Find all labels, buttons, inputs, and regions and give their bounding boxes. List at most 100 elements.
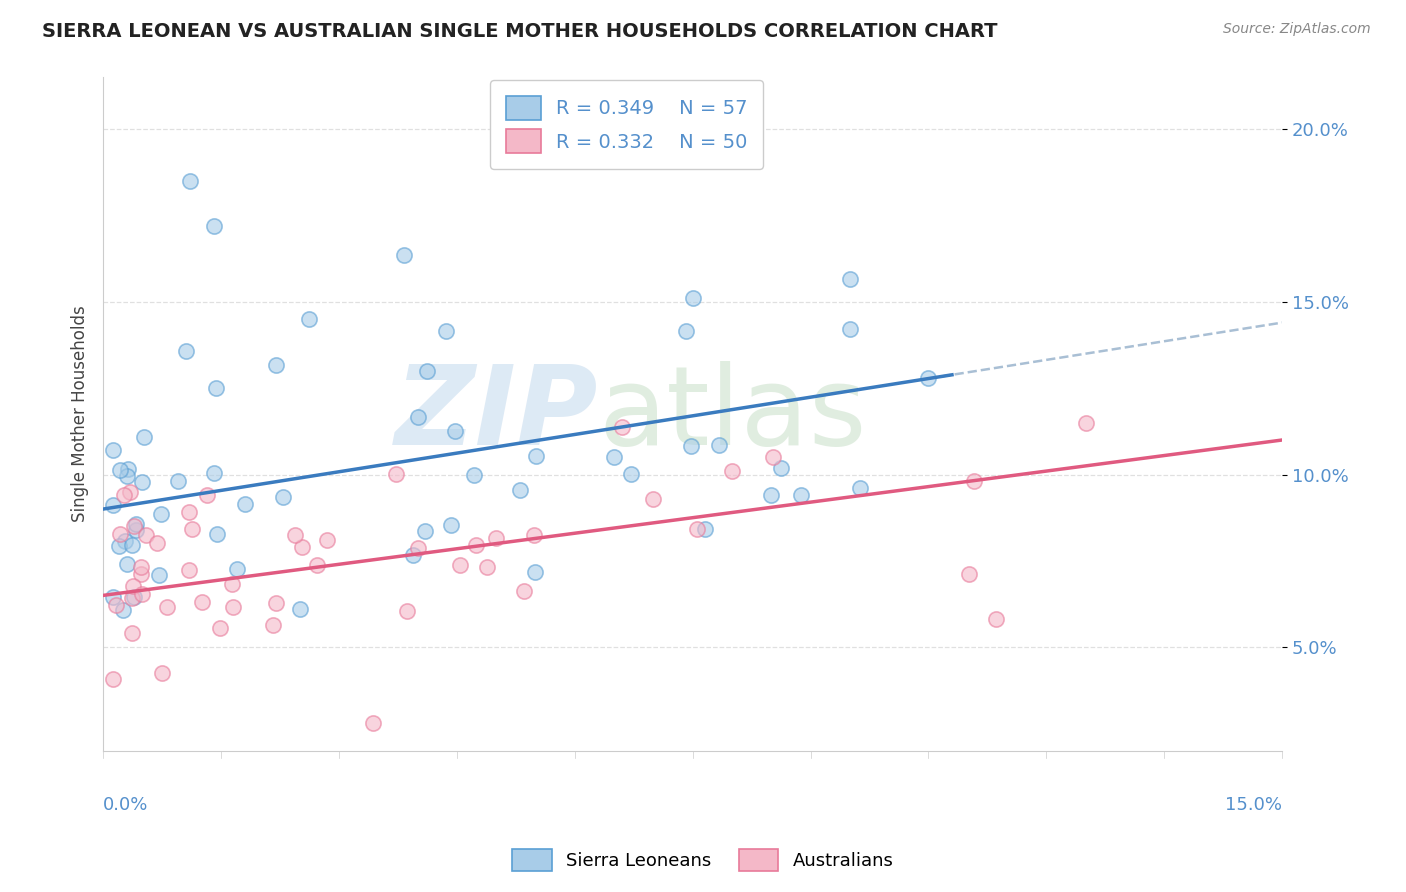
Point [150,665,173,680]
Point [413,524,436,538]
Point [288,602,311,616]
Legend: R = 0.349    N = 57, R = 0.332    N = 50: R = 0.349 N = 57, R = 0.332 N = 50 [491,80,763,169]
Y-axis label: Single Mother Households: Single Mother Households [72,306,89,523]
Point [263,617,285,632]
Point [122,590,145,604]
Point [957,567,980,582]
Point [693,522,716,536]
Text: Source: ZipAtlas.com: Source: ZipAtlas.com [1223,22,1371,37]
Point [181,522,204,536]
Point [131,587,153,601]
Point [101,672,124,686]
Point [761,488,783,502]
Point [406,409,429,424]
Point [361,716,384,731]
Point [291,540,314,554]
Point [392,248,415,262]
Point [111,603,134,617]
Point [721,464,744,478]
Text: 0.0%: 0.0% [103,796,149,814]
Point [195,488,218,502]
Point [155,600,177,615]
Point [148,567,170,582]
Point [440,518,463,533]
Point [770,461,793,475]
Point [103,498,125,512]
Point [124,524,146,538]
Point [449,558,471,572]
Point [603,450,626,464]
Point [121,626,143,640]
Point [174,344,197,359]
Point [271,490,294,504]
Point [117,461,139,475]
Point [209,621,232,635]
Point [108,539,131,553]
Point [204,381,226,395]
Point [135,528,157,542]
Point [848,481,870,495]
Point [121,538,143,552]
Point [610,419,633,434]
Point [838,272,860,286]
Point [707,438,730,452]
Point [406,541,429,556]
Point [402,549,425,563]
Point [682,291,704,305]
Point [179,174,201,188]
Point [464,538,486,552]
Point [1074,416,1097,430]
Point [202,467,225,481]
Point [524,565,547,579]
Point [526,449,548,463]
Point [681,439,703,453]
Point [233,497,256,511]
Point [129,566,152,581]
Point [984,612,1007,626]
Point [284,528,307,542]
Point [307,558,329,572]
Point [396,604,419,618]
Point [838,321,860,335]
Point [118,485,141,500]
Point [121,591,143,605]
Point [620,467,643,481]
Text: ZIP: ZIP [395,360,599,467]
Point [104,598,127,612]
Point [298,312,321,326]
Point [108,527,131,541]
Point [125,516,148,531]
Point [675,324,697,338]
Point [131,475,153,489]
Point [643,491,665,506]
Point [434,324,457,338]
Point [963,475,986,489]
Point [115,469,138,483]
Point [443,424,465,438]
Point [101,443,124,458]
Point [146,535,169,549]
Point [115,558,138,572]
Point [523,528,546,542]
Legend: Sierra Leoneans, Australians: Sierra Leoneans, Australians [505,842,901,879]
Point [416,364,439,378]
Point [485,532,508,546]
Point [509,483,531,497]
Point [191,595,214,609]
Text: SIERRA LEONEAN VS AUSTRALIAN SINGLE MOTHER HOUSEHOLDS CORRELATION CHART: SIERRA LEONEAN VS AUSTRALIAN SINGLE MOTH… [42,22,998,41]
Point [264,359,287,373]
Point [385,467,408,481]
Point [463,467,485,482]
Text: atlas: atlas [599,360,866,467]
Point [264,596,287,610]
Point [205,527,228,541]
Point [513,583,536,598]
Point [124,519,146,533]
Point [179,505,201,519]
Point [134,430,156,444]
Point [762,450,785,465]
Point [167,474,190,488]
Point [177,563,200,577]
Point [129,559,152,574]
Point [202,219,225,233]
